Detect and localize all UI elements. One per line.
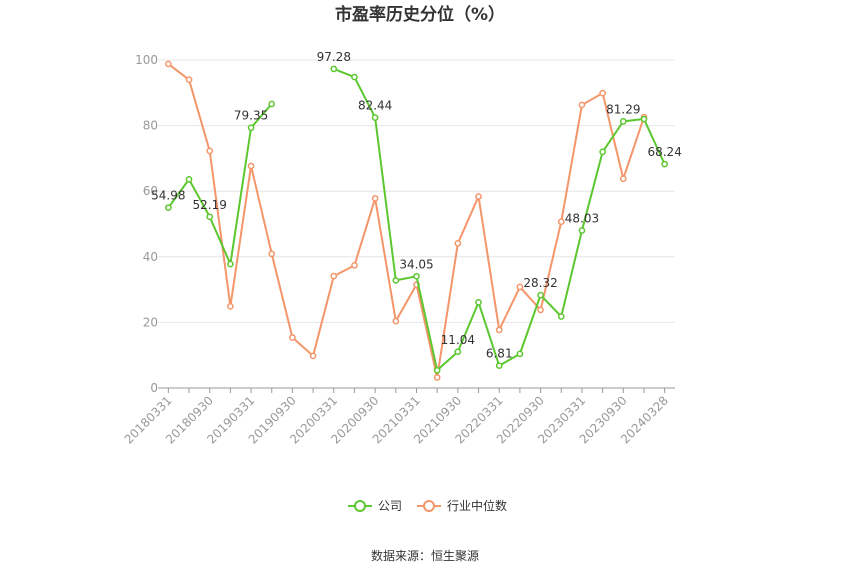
legend-item-company[interactable]: 公司: [348, 499, 402, 513]
data-point: [330, 272, 338, 280]
data-point: [495, 362, 503, 370]
data-point: [557, 218, 565, 226]
data-point: [454, 348, 462, 356]
data-point: [516, 350, 524, 358]
data-point: [495, 326, 503, 334]
legend-label: 公司: [378, 499, 402, 513]
data-point: [433, 374, 441, 381]
data-point: [247, 124, 255, 132]
data-point: [289, 334, 296, 341]
data-point: [227, 302, 234, 310]
series-layer: [164, 60, 669, 381]
data-point: [413, 272, 420, 280]
data-label: 81.29: [606, 102, 640, 116]
data-point: [433, 366, 441, 374]
legend-swatch-marker: [423, 500, 435, 512]
data-point: [351, 73, 358, 81]
data-label: 34.05: [399, 257, 433, 271]
data-labels: 54.98 52.19 79.35 97.28 82.44 34.05 11.04 6.81 2…: [151, 50, 682, 361]
data-point: [619, 118, 627, 125]
data-label: 68.24: [647, 145, 681, 159]
source-note: 数据来源：恒生聚源: [371, 548, 479, 563]
y-tick-label: 0: [150, 381, 158, 395]
grid-lines: [158, 59, 675, 323]
data-point: [475, 193, 482, 200]
y-tick-label: 100: [135, 53, 158, 67]
data-point: [537, 306, 544, 314]
data-label: 52.19: [193, 198, 227, 212]
data-point: [640, 115, 648, 123]
data-label: 11.04: [441, 333, 475, 347]
y-tick-label: 80: [143, 119, 158, 133]
chart-title: 市盈率历史分位（%）: [335, 4, 505, 25]
legend-swatch-marker: [354, 500, 366, 512]
data-label: 82.44: [358, 99, 392, 113]
data-point: [309, 352, 317, 360]
data-point: [371, 195, 379, 202]
data-label: 28.32: [523, 276, 557, 290]
data-point: [578, 101, 586, 109]
data-point: [371, 114, 379, 121]
data-point: [454, 240, 462, 247]
legend-item-industry-median[interactable]: 行业中位数: [417, 498, 507, 513]
data-point: [578, 227, 586, 234]
y-axis: 0 20 40 60 80 100: [135, 53, 158, 395]
data-point: [268, 250, 276, 258]
y-tick-label: 60: [143, 184, 158, 198]
data-point: [619, 175, 627, 183]
data-point: [516, 283, 524, 291]
data-point: [599, 89, 606, 97]
series-line: [167, 63, 645, 379]
data-point: [185, 176, 193, 183]
data-point: [537, 291, 544, 299]
data-point: [557, 313, 565, 320]
series-industry-median: [164, 60, 648, 381]
y-tick-label: 20: [143, 315, 158, 329]
data-point: [206, 147, 214, 155]
legend[interactable]: 公司 行业中位数: [348, 498, 507, 513]
data-point: [351, 261, 358, 269]
legend-label: 行业中位数: [447, 498, 507, 513]
data-label: 79.35: [234, 109, 268, 123]
data-point: [206, 213, 214, 221]
y-tick-label: 40: [143, 250, 158, 264]
data-point: [599, 148, 606, 156]
data-point: [661, 160, 669, 168]
data-point: [330, 65, 338, 73]
data-label: 54.98: [151, 189, 185, 203]
data-point: [164, 60, 172, 68]
data-point: [392, 317, 400, 325]
data-point: [392, 277, 400, 284]
series-line: [167, 103, 273, 266]
x-axis: 2018033120180930201903312019093020200331…: [122, 387, 675, 447]
data-point: [164, 204, 172, 212]
data-point: [185, 76, 193, 84]
data-point: [227, 260, 234, 268]
data-point: [268, 100, 276, 108]
data-label: 48.03: [565, 211, 599, 225]
series-company: [164, 65, 669, 374]
data-point: [475, 299, 482, 306]
data-label: 97.28: [317, 50, 351, 64]
data-point: [247, 162, 255, 170]
data-label: 6.81: [486, 347, 513, 361]
